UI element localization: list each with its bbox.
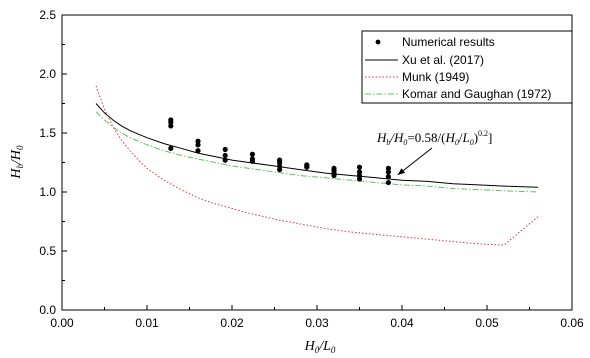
curve-komar-gaughan-1972 — [95, 111, 539, 193]
legend-marker-numerical — [375, 39, 381, 45]
data-point — [277, 157, 283, 163]
data-point — [168, 145, 174, 151]
data-point — [222, 157, 228, 163]
annotation-arrow-head — [397, 168, 406, 175]
legend-label-munk: Munk (1949) — [402, 70, 469, 84]
data-point — [195, 138, 201, 144]
annotation-arrow — [397, 147, 433, 176]
curve-xu-2017 — [95, 103, 539, 188]
data-point — [304, 162, 310, 168]
data-point — [385, 174, 391, 180]
y-tick-label: 2.0 — [39, 67, 56, 81]
data-point — [249, 151, 255, 157]
y-tick-label: 0.5 — [39, 244, 56, 258]
data-point — [356, 169, 363, 175]
y-tick-label: 2.5 — [39, 8, 56, 22]
data-point — [385, 165, 391, 171]
plot-curves — [95, 85, 539, 246]
legend-label-xu: Xu et al. (2017) — [402, 53, 484, 67]
x-axis-label: H0/L0 — [304, 339, 336, 355]
x-axis: 0.00 0.01 0.02 0.03 0.04 0.05 0.06 — [50, 305, 584, 330]
curve-munk-1949 — [95, 85, 539, 246]
data-point — [195, 148, 201, 154]
x-tick-label: 0.01 — [135, 316, 159, 330]
data-point — [222, 146, 228, 153]
data-point — [168, 117, 174, 123]
legend-label-numerical: Numerical results — [402, 35, 495, 49]
formula-annotation: Hb/H0=0.58/(H0/L0)0.2] — [376, 129, 492, 147]
x-tick-label: 0.00 — [50, 316, 74, 330]
x-tick-label: 0.06 — [560, 316, 584, 330]
legend-box — [361, 30, 573, 104]
data-point — [385, 179, 391, 186]
data-point — [356, 164, 363, 170]
x-tick-label: 0.02 — [220, 316, 244, 330]
legend: Numerical results Xu et al. (2017) Munk … — [361, 30, 573, 104]
x-tick-label: 0.03 — [305, 316, 329, 330]
y-tick-label: 0.0 — [39, 303, 56, 317]
data-point — [249, 156, 255, 162]
plot-points — [168, 117, 391, 186]
y-tick-label: 1.5 — [39, 126, 56, 140]
annotation-arrow-line — [397, 147, 433, 176]
y-tick-label: 1.0 — [39, 185, 56, 199]
legend-label-komar: Komar and Gaughan (1972) — [402, 87, 551, 101]
y-axis: 0.0 0.5 1.0 1.5 2.0 2.5 — [39, 8, 67, 317]
data-point — [331, 165, 337, 171]
data-point — [222, 152, 228, 159]
y-axis-label: Hb/H0 — [9, 145, 25, 180]
x-tick-label: 0.05 — [475, 316, 499, 330]
x-tick-label: 0.04 — [390, 316, 414, 330]
